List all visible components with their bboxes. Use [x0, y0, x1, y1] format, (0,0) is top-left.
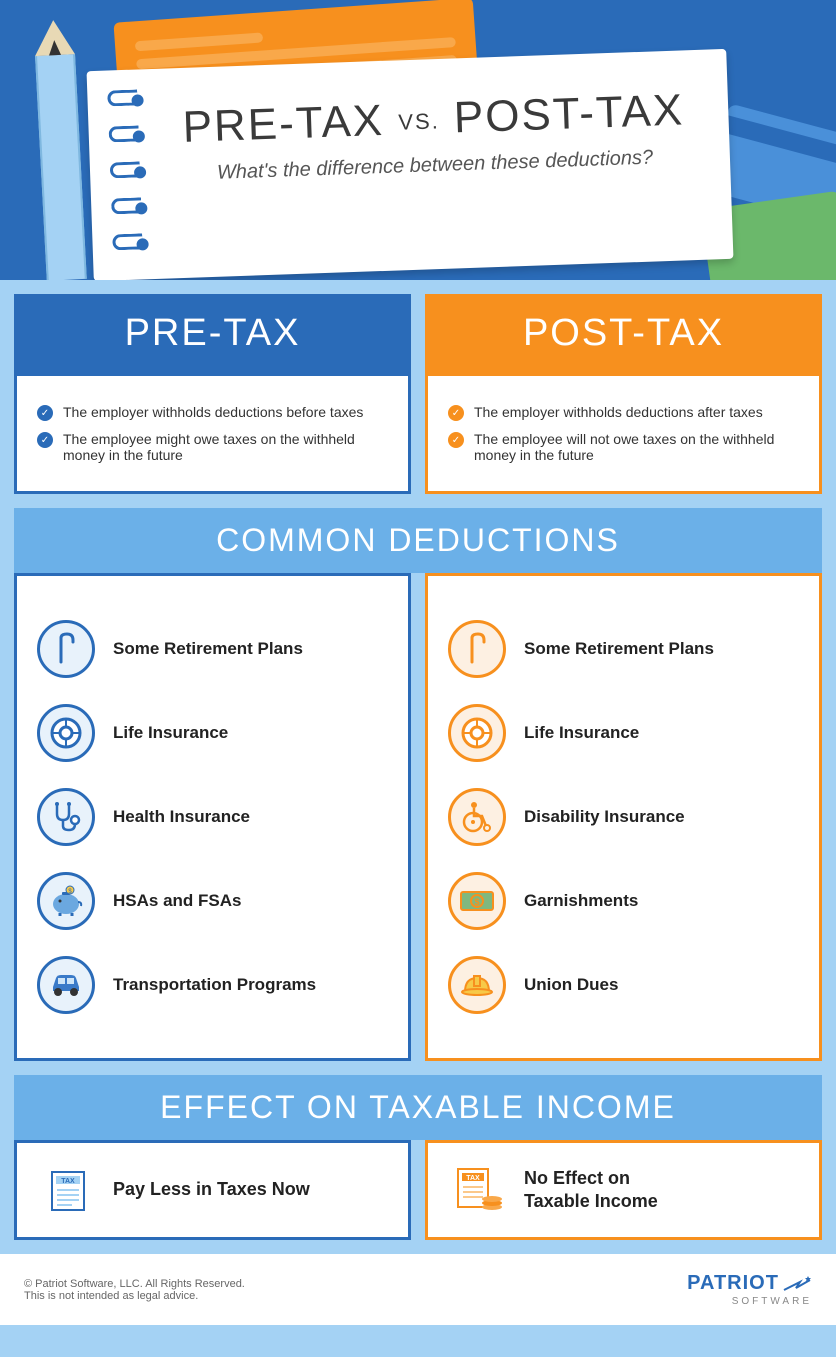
title-pre: PRE-TAX [182, 96, 385, 152]
cash-icon: $ [448, 872, 506, 930]
pretax-intro-item: ✓ The employer withholds deductions befo… [37, 404, 388, 421]
posttax-deductions-box: Some Retirement Plans Life Insurance Disab… [425, 573, 822, 1061]
check-icon: ✓ [448, 432, 464, 448]
svg-text:TAX: TAX [61, 1178, 75, 1185]
deduction-item: Disability Insurance [448, 788, 799, 846]
piggy-icon: $ [37, 872, 95, 930]
cane-icon [37, 620, 95, 678]
footer: © Patriot Software, LLC. All Rights Rese… [0, 1254, 836, 1325]
check-icon: ✓ [448, 405, 464, 421]
svg-text:TAX: TAX [466, 1175, 480, 1182]
hardhat-icon [448, 956, 506, 1014]
car-icon [37, 956, 95, 1014]
patriot-logo: PATRIOT SOFTWARE [687, 1272, 812, 1307]
title-vs: VS. [398, 108, 440, 134]
pretax-effect-box: TAX Pay Less in Taxes Now [14, 1140, 411, 1240]
pretax-intro-box: ✓ The employer withholds deductions befo… [14, 373, 411, 494]
posttax-effect-label: No Effect onTaxable Income [524, 1167, 658, 1214]
deduction-label: Some Retirement Plans [524, 639, 714, 659]
logo-brand: PATRIOT [687, 1272, 779, 1294]
posttax-intro-box: ✓ The employer withholds deductions afte… [425, 373, 822, 494]
footer-disclaimer: This is not intended as legal advice. [24, 1290, 245, 1302]
page-subtitle: What's the difference between these dedu… [180, 145, 690, 186]
deduction-item: Life Insurance [37, 704, 388, 762]
deduction-item: Life Insurance [448, 704, 799, 762]
pretax-deductions-box: Some Retirement Plans Life Insurance Healt… [14, 573, 411, 1061]
posttax-intro-item: ✓ The employee will not owe taxes on the… [448, 431, 799, 463]
footer-text: © Patriot Software, LLC. All Rights Rese… [24, 1278, 245, 1302]
pretax-intro-item: ✓ The employee might owe taxes on the wi… [37, 431, 388, 463]
deduction-label: Health Insurance [113, 807, 250, 827]
check-icon: ✓ [37, 405, 53, 421]
posttax-intro-item: ✓ The employer withholds deductions afte… [448, 404, 799, 421]
common-deductions-heading: COMMON DEDUCTIONS [14, 508, 822, 573]
deduction-item: Union Dues [448, 956, 799, 1014]
logo-sub: SOFTWARE [687, 1296, 812, 1307]
hero-banner: PRE-TAX VS. POST-TAX What's the differen… [0, 0, 836, 280]
posttax-effect-box: TAX No Effect onTaxable Income [425, 1140, 822, 1240]
pretax-header: PRE-TAX [14, 294, 411, 373]
posttax-intro-text: The employer withholds deductions after … [474, 404, 763, 420]
deduction-label: Transportation Programs [113, 975, 316, 995]
deduction-label: Disability Insurance [524, 807, 685, 827]
stethoscope-icon [37, 788, 95, 846]
check-icon: ✓ [37, 432, 53, 448]
effect-heading: EFFECT ON TAXABLE INCOME [14, 1075, 822, 1140]
tax-document-coins-icon: TAX [452, 1163, 506, 1217]
posttax-intro-text: The employee will not owe taxes on the w… [474, 431, 799, 463]
svg-text:$: $ [474, 897, 479, 907]
deduction-item: Some Retirement Plans [448, 620, 799, 678]
deduction-item: $ Garnishments [448, 872, 799, 930]
footer-copyright: © Patriot Software, LLC. All Rights Rese… [24, 1278, 245, 1290]
pretax-intro-text: The employer withholds deductions before… [63, 404, 363, 420]
pencil-icon [33, 19, 87, 280]
deduction-label: Some Retirement Plans [113, 639, 303, 659]
notebook-title-card: PRE-TAX VS. POST-TAX What's the differen… [87, 49, 734, 280]
deduction-label: Union Dues [524, 975, 618, 995]
deduction-item: $ HSAs and FSAs [37, 872, 388, 930]
cane-icon [448, 620, 506, 678]
pretax-intro-text: The employee might owe taxes on the with… [63, 431, 388, 463]
deduction-item: Some Retirement Plans [37, 620, 388, 678]
pretax-effect-label: Pay Less in Taxes Now [113, 1178, 310, 1201]
deduction-label: HSAs and FSAs [113, 891, 241, 911]
deduction-label: Garnishments [524, 891, 638, 911]
logo-star-icon [782, 1276, 812, 1296]
tax-document-icon: TAX [41, 1163, 95, 1217]
title-post: POST-TAX [453, 85, 685, 142]
wheelchair-icon [448, 788, 506, 846]
deduction-item: Health Insurance [37, 788, 388, 846]
spiral-binding-icon [107, 89, 143, 270]
lifebuoy-icon [448, 704, 506, 762]
posttax-header: POST-TAX [425, 294, 822, 373]
deduction-label: Life Insurance [524, 723, 639, 743]
page-title: PRE-TAX VS. POST-TAX [178, 85, 689, 153]
deduction-item: Transportation Programs [37, 956, 388, 1014]
lifebuoy-icon [37, 704, 95, 762]
deduction-label: Life Insurance [113, 723, 228, 743]
content-area: PRE-TAX ✓ The employer withholds deducti… [0, 280, 836, 1254]
